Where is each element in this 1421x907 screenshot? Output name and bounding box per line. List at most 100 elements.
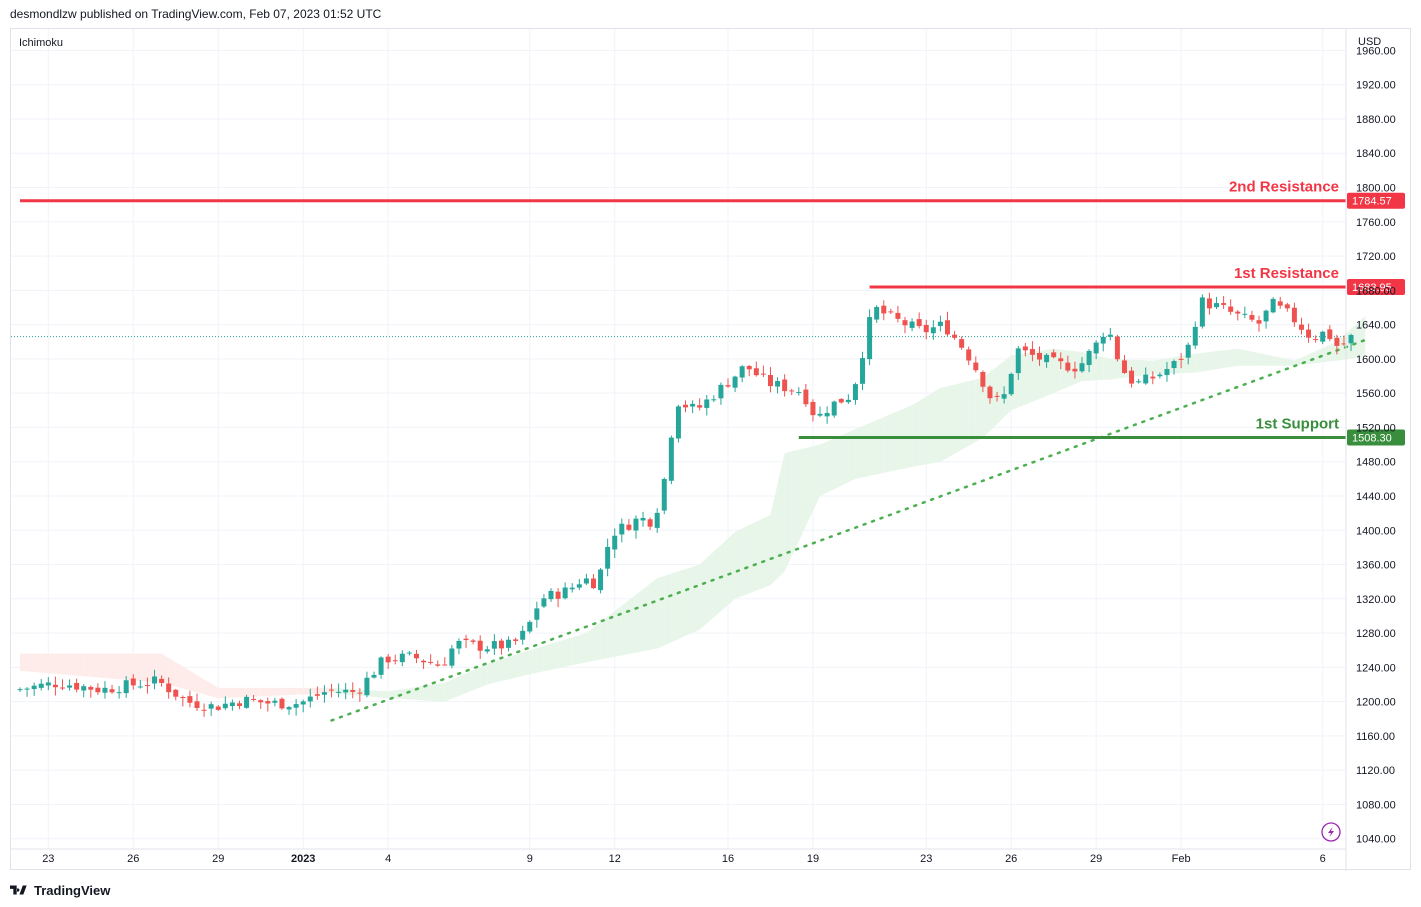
cloud-segment — [147, 653, 155, 683]
cloud-segment — [919, 396, 927, 466]
candle-body — [902, 320, 908, 326]
cloud-segment — [820, 441, 828, 496]
cloud-segment — [770, 483, 778, 586]
brand-name[interactable]: TradingView — [34, 882, 111, 898]
candle-body — [562, 587, 568, 599]
cloud-segment — [664, 573, 672, 646]
price-chart[interactable]: 2nd Resistance 1784.57 1st Resistance 1683.… — [11, 29, 1412, 871]
candle-body — [1277, 301, 1283, 306]
candle-body — [753, 368, 759, 376]
cloud-segment — [756, 518, 764, 591]
candle-body — [506, 639, 512, 648]
price-tick-label: 1280.00 — [1356, 628, 1396, 640]
cloud-segment — [798, 447, 806, 542]
cloud-segment — [586, 627, 594, 663]
price-tick-label: 1400.00 — [1356, 525, 1396, 537]
candle-body — [654, 512, 660, 528]
cloud-segment — [685, 566, 693, 636]
cloud-segment — [1251, 351, 1259, 366]
candle-body — [456, 640, 462, 649]
candle-body — [300, 701, 306, 705]
candle-body — [838, 399, 844, 403]
candle-body — [378, 657, 384, 675]
candle-body — [1157, 374, 1163, 377]
cloud-segment — [848, 429, 856, 483]
indicator-label[interactable]: Ichimoku — [19, 37, 63, 49]
candle-body — [576, 584, 582, 588]
ichimoku-cloud — [20, 316, 1366, 702]
cloud-segment — [1244, 350, 1252, 366]
cloud-segment — [296, 687, 304, 695]
price-tick-label: 1080.00 — [1356, 799, 1396, 811]
time-tick-label: 23 — [42, 853, 54, 865]
cloud-segment — [926, 392, 934, 465]
candle-body — [1121, 360, 1127, 373]
candle-body — [683, 404, 689, 408]
candle-body — [569, 587, 575, 590]
candle-body — [477, 640, 483, 651]
candle-body — [1107, 334, 1113, 337]
candle-body — [1320, 331, 1326, 342]
candle-body — [413, 653, 419, 659]
time-tick-label: 19 — [807, 853, 819, 865]
candle-body — [973, 362, 979, 371]
cloud-segment — [168, 657, 176, 687]
cloud-segment — [805, 446, 813, 527]
candle-body — [831, 401, 837, 416]
cloud-segment — [494, 659, 502, 683]
cloud-segment — [458, 673, 467, 696]
level-label: 1st Resistance — [1234, 265, 1339, 282]
cloud-segment — [41, 653, 49, 674]
price-tick-label: 1120.00 — [1356, 765, 1395, 777]
candle-body — [435, 664, 441, 666]
candle-body — [244, 696, 250, 708]
cloud-segment — [388, 690, 396, 699]
cloud-segment — [508, 654, 516, 680]
level-price-badge — [1347, 429, 1405, 446]
cloud-segment — [239, 687, 247, 698]
candle-body — [612, 535, 618, 550]
candle-body — [647, 519, 653, 527]
cloud-segment — [607, 611, 615, 659]
cloud-segment — [1358, 316, 1366, 359]
cloud-segment — [869, 420, 877, 476]
candle-body — [364, 677, 370, 696]
cloud-segment — [1202, 352, 1210, 372]
price-tick-label: 1600.00 — [1356, 354, 1396, 366]
candle-body — [74, 682, 80, 690]
cloud-segment — [897, 408, 905, 470]
candle-body — [513, 639, 519, 641]
cloud-segment — [650, 578, 658, 650]
chart-frame[interactable]: 2nd Resistance 1784.57 1st Resistance 1683.… — [10, 28, 1412, 871]
lightning-icon[interactable] — [1321, 822, 1341, 842]
candle-body — [1249, 315, 1255, 320]
candle-body — [385, 656, 391, 663]
cloud-segment — [912, 400, 920, 467]
cloud-segment — [968, 379, 976, 446]
candle-body — [406, 652, 412, 654]
cloud-segment — [140, 653, 148, 682]
candle-body — [187, 696, 193, 703]
footer: TradingView — [10, 881, 110, 899]
candle-body — [966, 349, 972, 361]
candle-body — [1079, 363, 1085, 372]
candle-body — [31, 685, 37, 690]
candle-body — [775, 381, 781, 387]
cloud-segment — [69, 653, 77, 676]
candle-body — [661, 478, 667, 511]
candle-body — [1044, 354, 1050, 363]
candle-body — [916, 319, 922, 327]
cloud-segment — [855, 426, 863, 479]
level-label: 1st Support — [1256, 415, 1339, 432]
cloud-segment — [76, 653, 84, 677]
candle-body — [498, 640, 504, 649]
candle-body — [690, 403, 696, 407]
cloud-segment — [621, 600, 629, 656]
candle-body — [1100, 336, 1106, 344]
price-tick-label: 1320.00 — [1356, 594, 1396, 606]
candle-body — [796, 392, 802, 394]
cloud-segment — [97, 653, 105, 678]
candle-body — [888, 311, 894, 313]
cloud-segment — [947, 384, 955, 458]
candle-body — [1242, 313, 1248, 315]
